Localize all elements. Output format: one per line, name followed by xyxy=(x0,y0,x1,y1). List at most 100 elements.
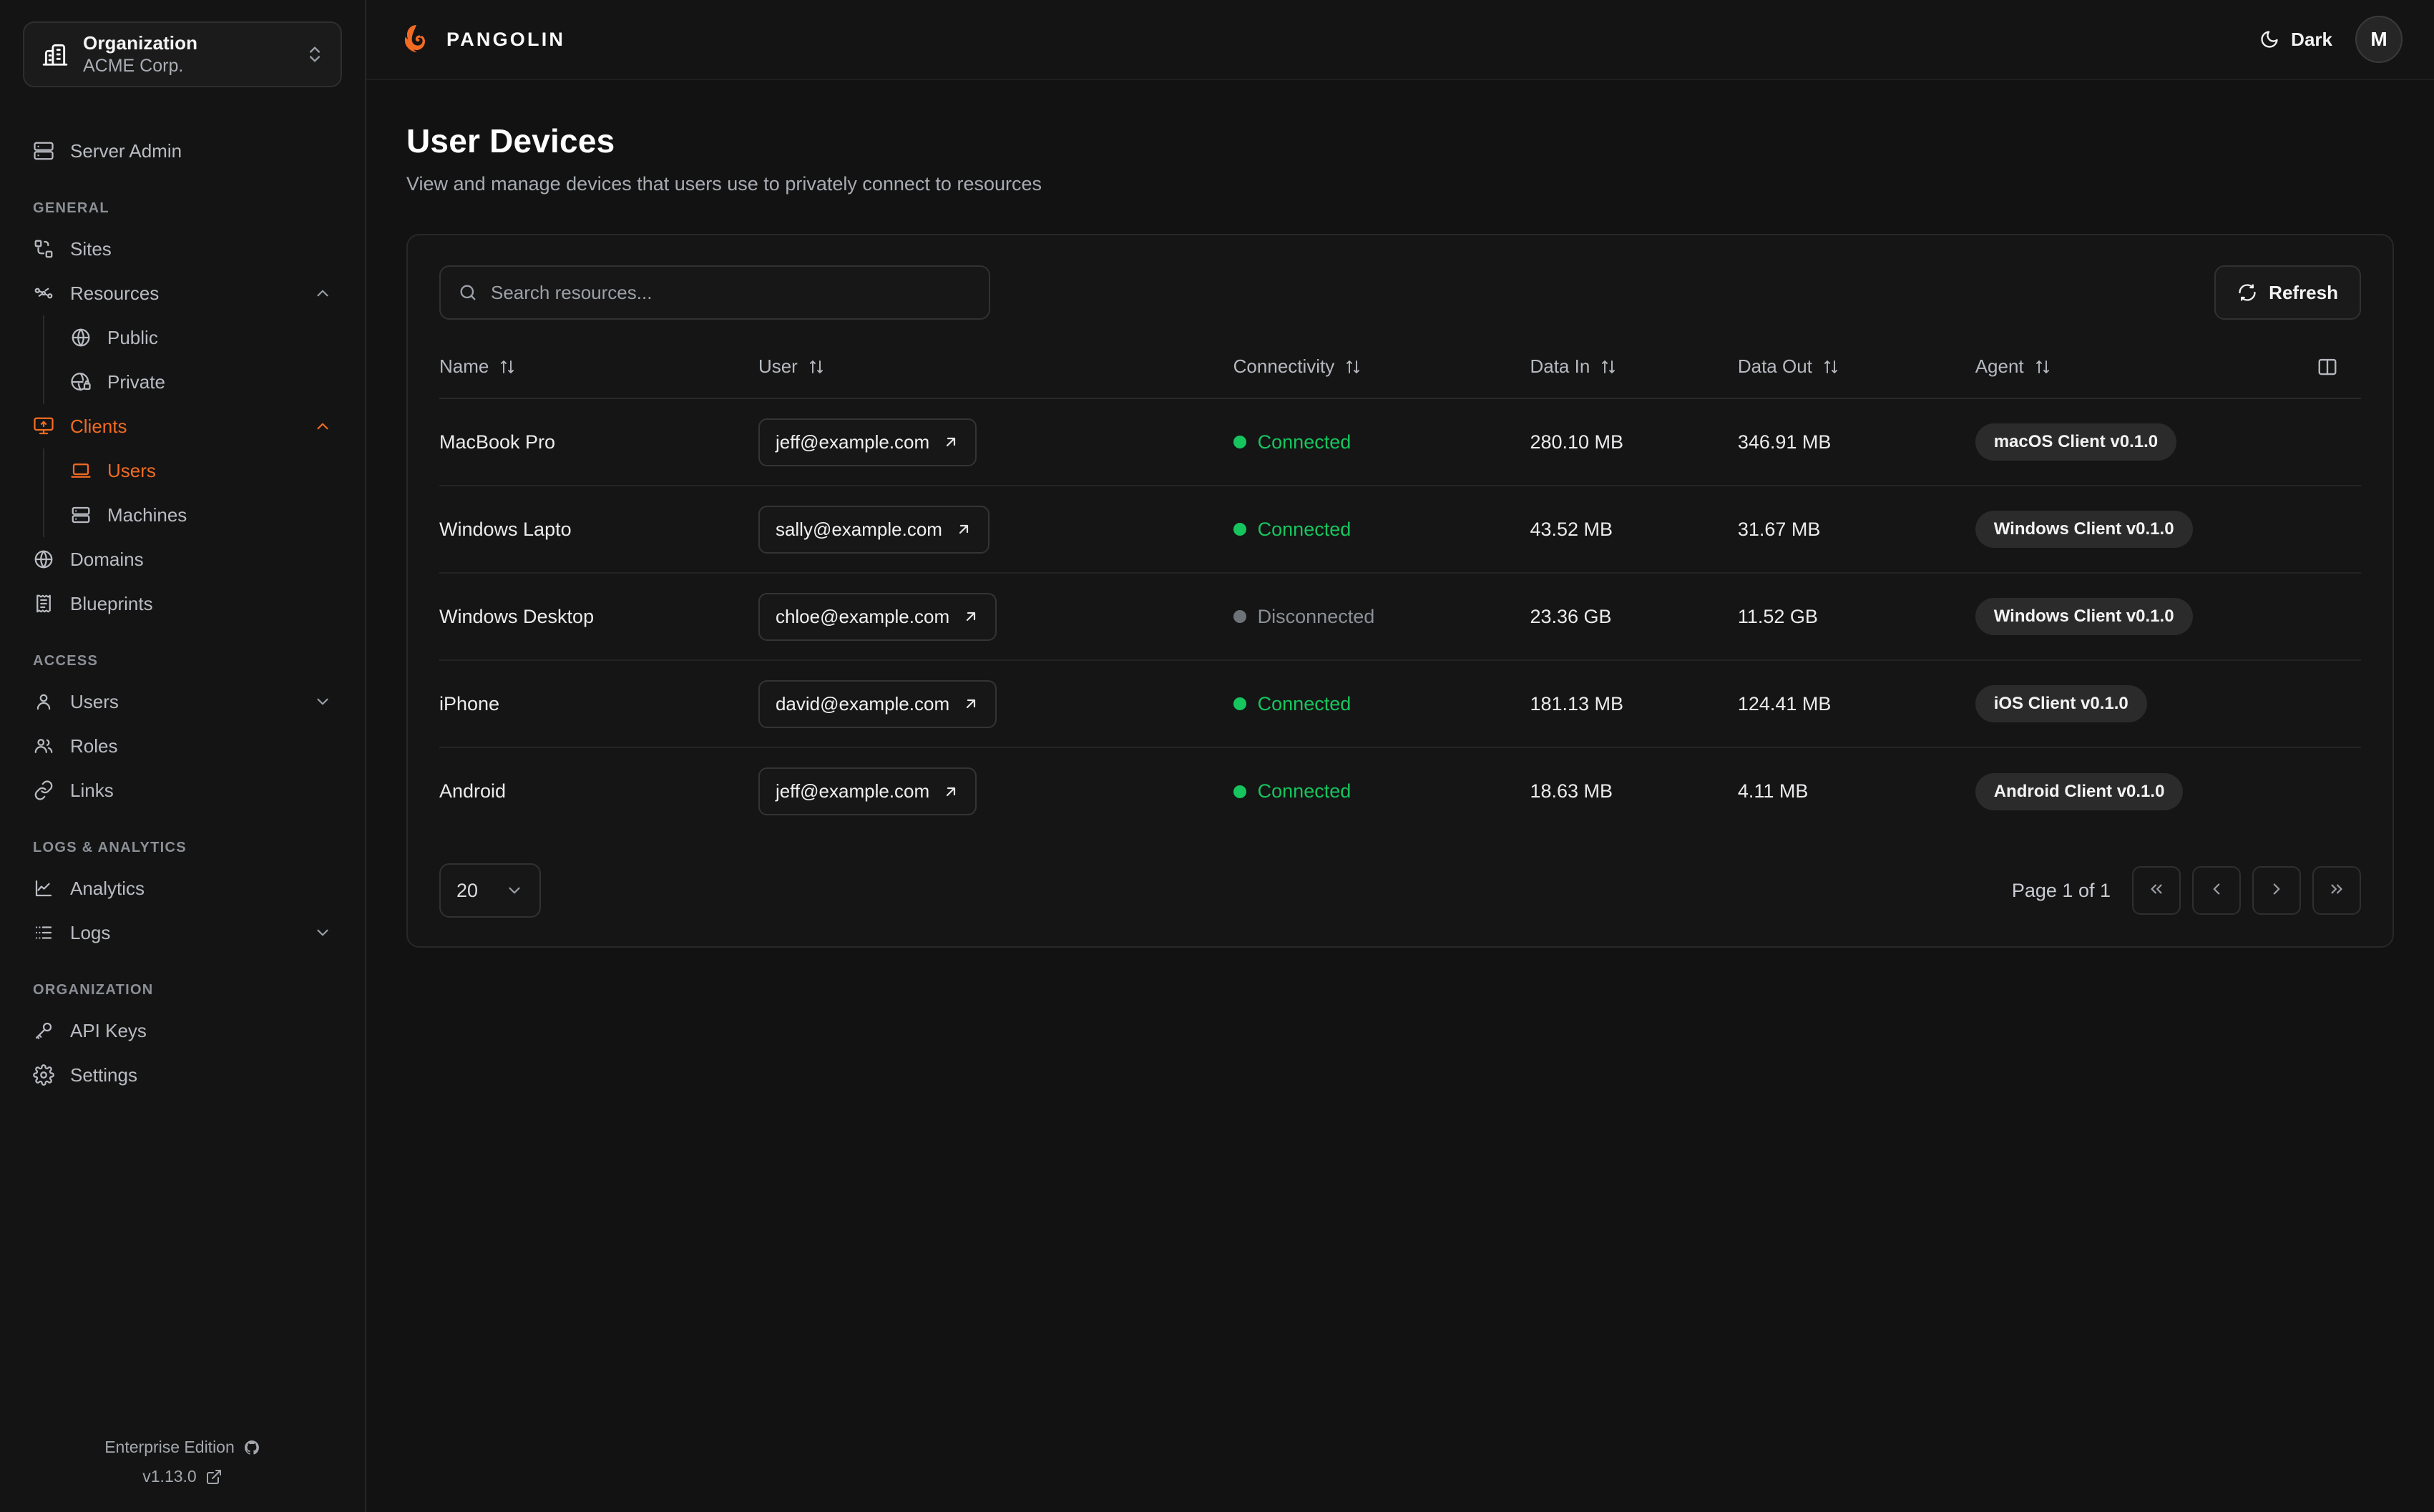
page-size-select[interactable]: 20 xyxy=(439,863,541,918)
page-info: Page 1 of 1 xyxy=(2011,879,2111,901)
brand-logo[interactable]: PANGOLIN xyxy=(399,22,565,57)
chevrons-left-icon xyxy=(2147,880,2166,902)
sidebar-item-label: Private xyxy=(107,370,165,393)
user-chip[interactable]: jeff@example.com xyxy=(758,767,977,815)
status-badge: Connected xyxy=(1233,519,1530,541)
cell-connectivity: Connected xyxy=(1233,660,1530,748)
cell-data-in: 181.13 MB xyxy=(1530,660,1738,748)
user-chip[interactable]: chloe@example.com xyxy=(758,592,997,641)
sidebar-item-roles[interactable]: Roles xyxy=(23,724,342,768)
column-label: Data In xyxy=(1530,355,1590,377)
table-row[interactable]: Windows Desktop chloe@example.com xyxy=(439,573,2361,661)
sidebar-item-private[interactable]: Private xyxy=(60,360,342,404)
next-page-button[interactable] xyxy=(2252,866,2301,915)
cell-agent: macOS Client v0.1.0 xyxy=(1975,398,2294,486)
status-dot-icon xyxy=(1233,436,1246,448)
chevron-up-icon[interactable] xyxy=(313,417,332,436)
sidebar-item-settings[interactable]: Settings xyxy=(23,1053,342,1097)
sidebar-item-label: Blueprints xyxy=(70,592,153,614)
column-header-connectivity[interactable]: Connectivity xyxy=(1233,345,1530,399)
sidebar-item-public[interactable]: Public xyxy=(60,315,342,360)
sidebar-item-analytics[interactable]: Analytics xyxy=(23,866,342,910)
sidebar-item-users[interactable]: Users xyxy=(23,679,342,724)
users-icon xyxy=(33,735,54,757)
sidebar-subnav-resources: Public Private xyxy=(43,315,342,404)
table-row[interactable]: Android jeff@example.com xyxy=(439,747,2361,835)
sidebar-item-label: Users xyxy=(107,459,156,481)
sort-icon xyxy=(1600,358,1617,375)
org-switcher[interactable]: Organization ACME Corp. xyxy=(23,21,342,87)
cell-actions xyxy=(2294,486,2361,574)
sidebar-item-machines[interactable]: Machines xyxy=(60,493,342,537)
cell-name: Android xyxy=(439,780,507,802)
external-link-icon xyxy=(942,433,959,451)
sidebar-item-clients[interactable]: Clients xyxy=(23,404,342,448)
status-badge: Connected xyxy=(1233,693,1530,715)
sidebar-item-logs[interactable]: Logs xyxy=(23,910,342,955)
refresh-icon xyxy=(2237,283,2257,303)
sidebar-item-server-admin[interactable]: Server Admin xyxy=(23,129,342,173)
sidebar-item-label: Users xyxy=(70,690,119,712)
column-header-user[interactable]: User xyxy=(758,345,1233,399)
topbar: PANGOLIN Dark M xyxy=(366,0,2434,80)
sidebar-item-links[interactable]: Links xyxy=(23,768,342,813)
refresh-button[interactable]: Refresh xyxy=(2214,265,2361,320)
chevron-left-icon xyxy=(2207,880,2226,902)
theme-toggle[interactable]: Dark xyxy=(2259,29,2332,51)
cell-data-out: 11.52 GB xyxy=(1737,573,1975,661)
search-box[interactable] xyxy=(439,265,990,320)
cell-name: Windows Lapto xyxy=(439,486,758,574)
cell-agent: Windows Client v0.1.0 xyxy=(1975,486,2294,574)
cell-data-out: 124.41 MB xyxy=(1737,660,1975,748)
sidebar-item-resources[interactable]: Resources xyxy=(23,271,342,315)
table-row[interactable]: Windows Lapto sally@example.com xyxy=(439,486,2361,574)
table-row[interactable]: iPhone david@example.com xyxy=(439,660,2361,748)
chevron-up-icon[interactable] xyxy=(313,284,332,303)
cell-data-out: 4.11 MB xyxy=(1737,780,1809,802)
version-label: v1.13.0 xyxy=(142,1467,197,1486)
table-head: Name User xyxy=(439,345,2361,399)
column-header-name[interactable]: Name xyxy=(439,345,758,399)
cell-connectivity: Connected xyxy=(1233,747,1530,835)
first-page-button[interactable] xyxy=(2132,866,2181,915)
chevron-down-icon[interactable] xyxy=(313,692,332,711)
column-header-agent[interactable]: Agent xyxy=(1975,345,2294,399)
user-chip[interactable]: david@example.com xyxy=(758,679,997,728)
cell-actions xyxy=(2294,747,2361,835)
pagination-buttons xyxy=(2132,866,2361,915)
table-row[interactable]: MacBook Pro jeff@example.com xyxy=(439,398,2361,486)
sidebar-item-api-keys[interactable]: API Keys xyxy=(23,1008,342,1053)
cell-actions xyxy=(2294,573,2361,661)
edition-link[interactable]: Enterprise Edition xyxy=(104,1438,260,1457)
user-chip[interactable]: jeff@example.com xyxy=(758,418,977,466)
column-header-data-out[interactable]: Data Out xyxy=(1737,345,1975,399)
theme-label: Dark xyxy=(2291,28,2332,50)
receipt-icon xyxy=(33,593,54,614)
chevron-down-icon xyxy=(505,881,524,900)
sidebar-section-organization: ORGANIZATION xyxy=(33,982,154,998)
last-page-button[interactable] xyxy=(2312,866,2361,915)
status-dot-icon xyxy=(1233,697,1246,710)
column-header-data-in[interactable]: Data In xyxy=(1530,345,1738,399)
user-chip[interactable]: sally@example.com xyxy=(758,505,989,554)
prev-page-button[interactable] xyxy=(2192,866,2241,915)
sidebar-item-sites[interactable]: Sites xyxy=(23,227,342,271)
page-size-value: 20 xyxy=(456,879,479,901)
cell-connectivity: Connected xyxy=(1233,486,1530,574)
chevron-down-icon[interactable] xyxy=(313,923,332,942)
page-subtitle: View and manage devices that users use t… xyxy=(406,173,1042,195)
cell-connectivity: Disconnected xyxy=(1233,573,1530,661)
column-label: Data Out xyxy=(1737,355,1812,377)
globe-icon xyxy=(70,327,92,348)
search-input[interactable] xyxy=(491,281,972,304)
sidebar-item-users-clients[interactable]: Users xyxy=(60,448,342,493)
chart-line-icon xyxy=(33,878,54,899)
column-header-toggle[interactable] xyxy=(2294,345,2361,399)
user-email: chloe@example.com xyxy=(775,605,950,627)
avatar[interactable]: M xyxy=(2355,16,2403,63)
sidebar-item-domains[interactable]: Domains xyxy=(23,537,342,581)
version-link[interactable]: v1.13.0 xyxy=(142,1467,222,1486)
sidebar-item-blueprints[interactable]: Blueprints xyxy=(23,581,342,626)
sort-icon xyxy=(1344,358,1362,375)
sidebar-item-label: Settings xyxy=(70,1064,137,1086)
